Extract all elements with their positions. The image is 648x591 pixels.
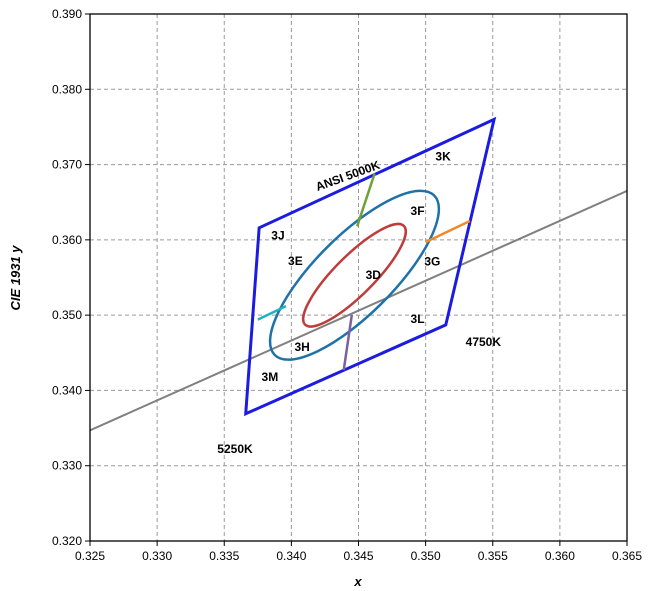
y-tick-label: 0.370 <box>52 158 82 172</box>
x-tick-label: 0.350 <box>411 549 441 563</box>
divider-left <box>257 304 287 321</box>
bin-label: 3L <box>411 312 425 326</box>
bin-label: 3D <box>366 268 382 282</box>
bin-label: 3E <box>288 254 303 268</box>
outer-ellipse <box>268 189 441 361</box>
bin-label: 4750K <box>466 335 502 349</box>
y-tick-label: 0.320 <box>52 534 82 548</box>
bin-label: 3H <box>294 340 309 354</box>
ansi-5000k-quadrangle <box>244 116 497 417</box>
divider-bottom <box>342 314 354 371</box>
bin-label: 3F <box>411 204 425 218</box>
y-tick-label: 0.390 <box>52 7 82 21</box>
y-tick-label: 0.360 <box>52 233 82 247</box>
bin-label: 3M <box>262 370 279 384</box>
tick-labels: 0.325 0.330 0.335 0.340 0.345 0.350 0.355 0.360… <box>52 7 642 563</box>
y-tick-label: 0.330 <box>52 459 82 473</box>
x-tick-label: 0.325 <box>75 549 105 563</box>
x-tick-label: 0.330 <box>142 549 172 563</box>
grid-lines <box>85 13 628 546</box>
bin-label: 3K <box>435 149 451 163</box>
y-tick-label: 0.350 <box>52 308 82 322</box>
inner-ellipse <box>301 222 407 328</box>
x-tick-label: 0.345 <box>343 549 373 563</box>
x-tick-label: 0.335 <box>209 549 239 563</box>
y-tick-label: 0.380 <box>52 82 82 96</box>
y-tick-label: 0.340 <box>52 383 82 397</box>
x-tick-label: 0.340 <box>276 549 306 563</box>
x-tick-label: 0.365 <box>612 549 642 563</box>
x-tick-label: 0.360 <box>545 549 575 563</box>
planckian-locus-line <box>90 190 627 432</box>
y-axis-title: CIE 1931 y <box>8 245 23 311</box>
plot-border <box>89 13 628 542</box>
bin-label: 3J <box>271 228 284 242</box>
bin-label: 3G <box>424 255 440 269</box>
x-tick-label: 0.355 <box>478 549 508 563</box>
bin-label: 5250K <box>217 442 253 456</box>
divider-right <box>425 219 471 244</box>
divider-top <box>355 173 376 227</box>
x-axis-title: x <box>353 574 362 589</box>
